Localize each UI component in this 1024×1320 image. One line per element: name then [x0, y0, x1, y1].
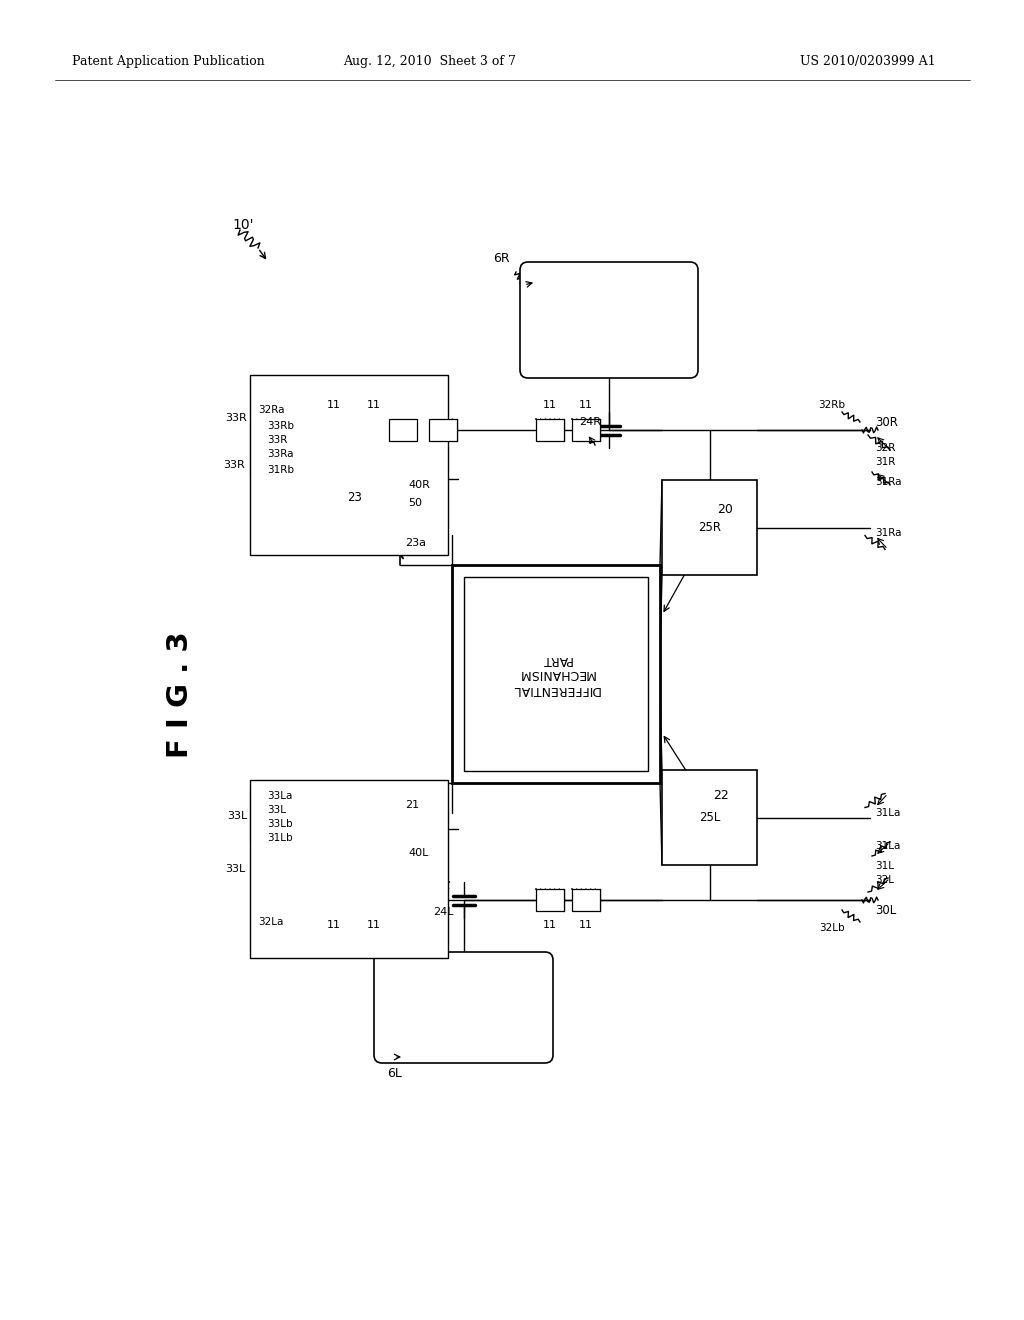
Bar	[319, 418, 348, 441]
Text: 31Rb: 31Rb	[267, 465, 294, 475]
Text: 24L: 24L	[433, 907, 454, 917]
Bar	[272, 800, 390, 858]
Text: 31La: 31La	[874, 808, 900, 817]
Text: 11: 11	[579, 400, 593, 411]
Bar	[360, 888, 388, 911]
Bar	[360, 418, 388, 441]
Text: DIFFERENTIAL
MECHANISM
PART: DIFFERENTIAL MECHANISM PART	[512, 652, 600, 696]
Text: 33R: 33R	[223, 459, 245, 470]
Bar	[276, 804, 386, 854]
Bar	[276, 454, 386, 504]
Text: 33Lb: 33Lb	[267, 818, 293, 829]
Text: 33La: 33La	[267, 791, 293, 801]
Text: 11: 11	[367, 920, 381, 931]
Text: 50: 50	[408, 498, 422, 507]
Text: 33L: 33L	[224, 865, 245, 874]
Text: Patent Application Publication: Patent Application Publication	[72, 55, 265, 69]
Text: 24R: 24R	[579, 417, 601, 426]
Text: 11: 11	[327, 400, 341, 411]
Text: 40R: 40R	[408, 480, 430, 491]
Text: 33L: 33L	[226, 810, 247, 821]
Bar	[662, 480, 757, 576]
Text: 20: 20	[717, 503, 733, 516]
Text: 30L: 30L	[874, 903, 896, 916]
Bar	[662, 770, 757, 865]
Text: US 2010/0203999 A1: US 2010/0203999 A1	[800, 55, 936, 69]
Bar	[464, 577, 648, 771]
Text: 33Rb: 33Rb	[267, 421, 294, 432]
Text: 31Lb: 31Lb	[267, 833, 293, 843]
Text: 25L: 25L	[698, 810, 720, 824]
Text: 11: 11	[327, 920, 341, 931]
Text: 10': 10'	[232, 218, 254, 232]
Text: 31R: 31R	[874, 457, 895, 467]
Text: Aug. 12, 2010  Sheet 3 of 7: Aug. 12, 2010 Sheet 3 of 7	[344, 55, 516, 69]
Text: 23a: 23a	[406, 539, 426, 548]
Text: 31Ra: 31Ra	[874, 477, 901, 487]
Bar	[250, 375, 449, 554]
Text: 22: 22	[713, 789, 729, 803]
Bar	[536, 418, 564, 441]
Text: 6R: 6R	[494, 252, 510, 265]
Bar	[536, 888, 564, 911]
Text: 31Ra: 31Ra	[874, 528, 901, 537]
Text: 11: 11	[579, 920, 593, 931]
Bar	[389, 418, 417, 441]
Text: 33R: 33R	[225, 413, 247, 422]
Text: 11: 11	[367, 400, 381, 411]
Text: 32R: 32R	[874, 444, 895, 453]
Text: 31L: 31L	[874, 861, 894, 871]
Bar	[572, 418, 600, 441]
FancyBboxPatch shape	[520, 261, 698, 378]
Text: 32Lb: 32Lb	[819, 923, 845, 933]
Text: F I G . 3: F I G . 3	[166, 632, 194, 759]
FancyBboxPatch shape	[374, 952, 553, 1063]
Text: 32Rb: 32Rb	[818, 400, 845, 411]
Text: 11: 11	[543, 400, 557, 411]
Bar	[272, 450, 390, 508]
Text: 31La: 31La	[874, 841, 900, 851]
Bar	[452, 565, 660, 783]
Text: 21: 21	[406, 800, 419, 810]
Bar	[319, 888, 348, 911]
Text: 33Ra: 33Ra	[267, 449, 294, 459]
Text: 33R: 33R	[267, 436, 288, 445]
Text: 40L: 40L	[408, 849, 428, 858]
Text: 32Ra: 32Ra	[258, 405, 285, 414]
Text: 33L: 33L	[267, 805, 286, 814]
Text: 23: 23	[347, 491, 362, 504]
Text: 30R: 30R	[874, 416, 898, 429]
Text: 25R: 25R	[698, 521, 721, 535]
Text: 11: 11	[543, 920, 557, 931]
Bar	[429, 418, 457, 441]
Text: 32La: 32La	[258, 917, 284, 927]
Bar	[250, 780, 449, 958]
Text: 6L: 6L	[387, 1067, 401, 1080]
Text: 32L: 32L	[874, 875, 894, 884]
Bar	[572, 888, 600, 911]
